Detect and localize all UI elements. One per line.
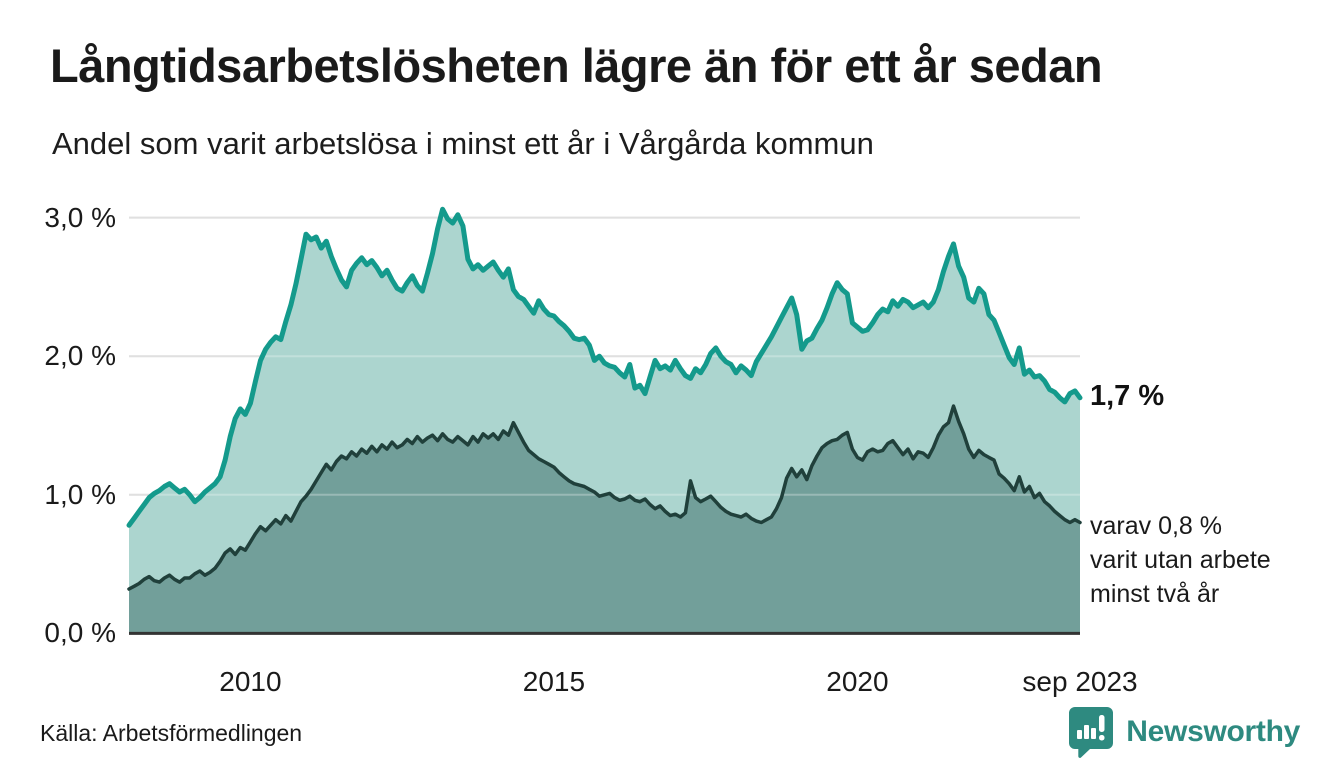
x-tick-label: 2010: [219, 666, 282, 697]
y-tick-label: 0,0 %: [44, 617, 116, 649]
chart-title: Långtidsarbetslösheten lägre än för ett …: [50, 39, 1103, 92]
end-value-label-total: 1,7 %: [1090, 380, 1165, 412]
newsworthy-brand: Newsworthy: [1068, 706, 1300, 758]
annotation-line-3: minst två år: [1090, 580, 1220, 608]
end-value-label-two-years: varav 0,8 % varit utan arbete minst två …: [1090, 509, 1271, 611]
x-tick-label: 2020: [826, 666, 889, 697]
y-tick-label: 2,0 %: [44, 340, 116, 372]
annotation-line-2: varit utan arbete: [1090, 546, 1271, 574]
y-tick-label: 1,0 %: [44, 478, 116, 510]
newsworthy-logo-icon: [1069, 707, 1114, 758]
x-tick-label: 2015: [522, 666, 586, 697]
newsworthy-logo-text: Newsworthy: [1126, 715, 1300, 748]
annotation-line-1: varav 0,8 %: [1090, 512, 1223, 540]
source-attribution: Källa: Arbetsförmedlingen: [40, 720, 303, 746]
y-tick-label: 3,0 %: [44, 201, 116, 233]
chart-subtitle: Andel som varit arbetslösa i minst ett å…: [52, 126, 874, 161]
x-tick-label: sep 2023: [1022, 666, 1138, 697]
